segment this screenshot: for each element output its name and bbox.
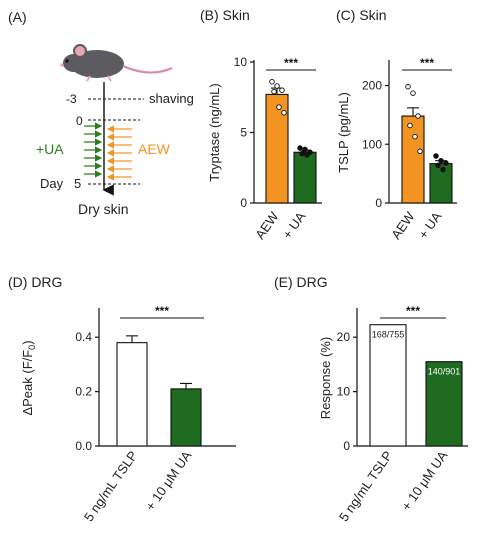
x-tick-label: 5 ng/mL TSLP bbox=[336, 448, 396, 524]
data-point bbox=[407, 122, 413, 129]
data-point bbox=[271, 88, 277, 95]
data-point bbox=[412, 133, 418, 140]
aew-treatment-arrows bbox=[106, 125, 132, 181]
data-point bbox=[274, 83, 280, 89]
bar bbox=[170, 388, 202, 447]
panel-label: (B) Skin bbox=[200, 7, 250, 23]
chart-d: (D) DRG ΔPeak (F/F0) 0.0 0.2 0.4 5 ng/mL TSLP… bbox=[8, 274, 236, 524]
data-point bbox=[435, 162, 441, 169]
data-point bbox=[438, 157, 444, 164]
y-axis-label: TSLP (pg/mL) bbox=[336, 92, 351, 173]
aew-label: AEW bbox=[138, 141, 171, 157]
y-tick-label: 0.2 bbox=[75, 385, 92, 399]
data-point bbox=[433, 153, 439, 159]
bar bbox=[293, 151, 317, 204]
panel-a: (A) -3 shaving 0 +UA AEW Day 5 Dry skin bbox=[8, 9, 194, 217]
data-point bbox=[443, 160, 449, 166]
panel-label: (E) DRG bbox=[274, 274, 328, 290]
chart-b: (B) Skin Tryptase (ng/mL) 0 5 10 AEW+ UA *** bbox=[200, 7, 322, 242]
y-axis-label: Tryptase (ng/mL) bbox=[207, 83, 222, 182]
shaving-label: shaving bbox=[149, 91, 194, 106]
panel-a-label: (A) bbox=[8, 9, 27, 25]
y-axis-label-subscript: 0 bbox=[27, 345, 37, 350]
timeline-day-0: 0 bbox=[76, 114, 83, 128]
data-point bbox=[269, 78, 275, 85]
timeline-day-label: Day bbox=[40, 176, 64, 191]
y-tick-label: 0 bbox=[240, 196, 247, 210]
bar bbox=[401, 115, 425, 204]
bar bbox=[369, 324, 407, 447]
y-tick-label: 100 bbox=[362, 137, 382, 151]
x-tick-label: + 10 μM UA bbox=[142, 448, 194, 514]
bar bbox=[425, 361, 463, 447]
data-point bbox=[302, 146, 308, 153]
significance-stars: *** bbox=[155, 304, 169, 318]
significance-stars: *** bbox=[284, 56, 298, 70]
y-tick-label: 0 bbox=[343, 439, 350, 453]
y-tick-label: 200 bbox=[362, 79, 382, 93]
y-axis-label: ΔPeak (F/F0) bbox=[20, 340, 37, 415]
ua-treatment-arrows bbox=[84, 122, 103, 178]
data-point bbox=[276, 104, 282, 110]
dry-skin-label: Dry skin bbox=[78, 201, 129, 217]
chart-c: (C) Skin TSLP (pg/mL) 0 100 200 AEW+ UA *** bbox=[336, 7, 457, 242]
chart-e: (E) DRG Response (%) 0 10 20 168/755 5 ng/mL T… bbox=[274, 274, 468, 524]
ua-label: +UA bbox=[36, 141, 64, 157]
y-tick-label: 0.4 bbox=[75, 330, 92, 344]
y-axis-label: Response (%) bbox=[318, 337, 333, 419]
data-point bbox=[415, 113, 421, 119]
bar-value-label: 168/755 bbox=[372, 330, 405, 340]
y-tick-label: 10 bbox=[234, 55, 248, 69]
timeline-day-minus3: -3 bbox=[66, 92, 77, 106]
significance-stars: *** bbox=[420, 56, 434, 70]
bar-value-label: 140/901 bbox=[428, 367, 461, 377]
x-tick-label: + UA bbox=[415, 209, 444, 242]
panel-label: (C) Skin bbox=[336, 7, 387, 23]
y-tick-label: 20 bbox=[337, 330, 351, 344]
data-point bbox=[299, 150, 305, 157]
panel-label: (D) DRG bbox=[8, 274, 62, 290]
x-tick-label: AEW bbox=[388, 209, 418, 242]
bar bbox=[116, 342, 148, 447]
data-point bbox=[405, 83, 411, 90]
significance-stars: *** bbox=[406, 304, 420, 318]
mouse-icon bbox=[60, 44, 173, 82]
x-tick-label: AEW bbox=[252, 209, 282, 242]
data-point bbox=[410, 90, 416, 96]
data-point bbox=[304, 152, 310, 158]
x-tick-label: 5 ng/mL TSLP bbox=[81, 448, 141, 524]
data-point bbox=[279, 87, 285, 93]
y-tick-label: 0 bbox=[375, 196, 382, 210]
y-tick-label: 5 bbox=[240, 126, 247, 140]
y-tick-label: 10 bbox=[337, 385, 351, 399]
data-point bbox=[281, 110, 287, 116]
x-tick-label: + UA bbox=[279, 209, 308, 242]
timeline-day-5: 5 bbox=[74, 176, 81, 191]
data-point bbox=[417, 148, 423, 155]
data-point bbox=[297, 145, 303, 151]
x-tick-label: + 10 μM UA bbox=[398, 448, 450, 514]
y-tick-label: 0.0 bbox=[75, 439, 92, 453]
y-axis-label-close: ) bbox=[20, 340, 35, 344]
data-point bbox=[440, 166, 446, 173]
